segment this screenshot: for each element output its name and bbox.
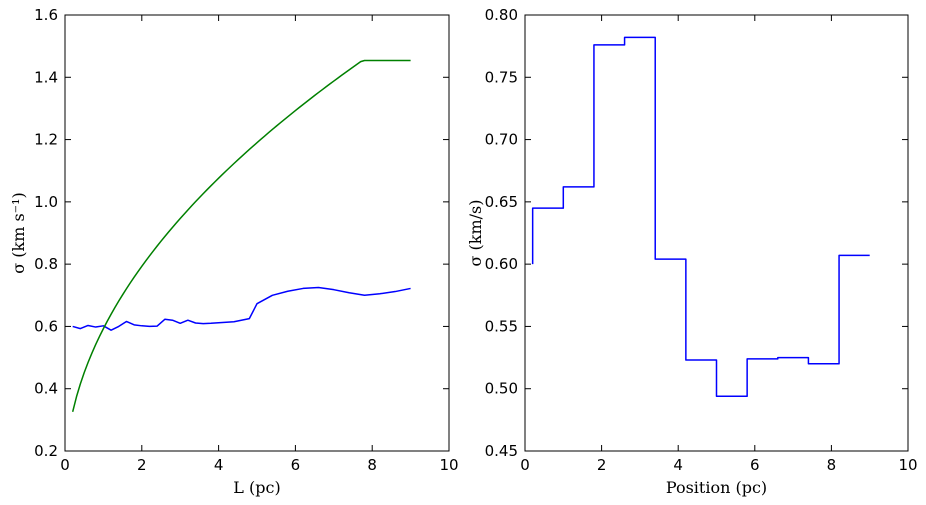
left-y-tick-label: 1.6 <box>34 6 58 24</box>
right-x-tick-label: 4 <box>673 456 683 474</box>
right-y-tick-label: 0.70 <box>485 131 518 149</box>
right-plot-frame <box>524 14 909 452</box>
left-y-axis-label: σ (km s⁻¹) <box>9 192 28 274</box>
left-x-tick-label: 2 <box>137 456 147 474</box>
right-y-tick-label: 0.45 <box>485 442 518 460</box>
left-y-tick-label: 1.4 <box>34 68 58 86</box>
right-x-tick-label: 8 <box>827 456 837 474</box>
left-plot-lines <box>71 59 411 412</box>
left-ticks: 0 2 4 6 8 10 0.2 0.4 0.6 0.8 1.0 1.2 1.4 1.6 <box>34 6 458 474</box>
right-ticks: 0 2 4 6 8 10 0.45 0.50 0.55 0.60 0.65 0.70 0.75 0.80 <box>485 6 918 474</box>
left-x-tick-label: 8 <box>367 456 377 474</box>
left-plot-frame <box>64 14 450 452</box>
left-series-blue-line <box>72 286 411 331</box>
right-y-tick-label: 0.80 <box>485 6 518 24</box>
right-series-blue-line <box>531 36 870 397</box>
right-y-tick-label: 0.75 <box>485 68 518 86</box>
left-x-axis-label: L (pc) <box>233 478 280 497</box>
right-x-tick-label: 10 <box>898 456 917 474</box>
left-series-green-line <box>71 59 411 412</box>
left-y-tick-label: 0.2 <box>34 442 58 460</box>
right-y-tick-label: 0.50 <box>485 380 518 398</box>
right-y-tick-label: 0.65 <box>485 193 518 211</box>
left-chart: 0 2 4 6 8 10 0.2 0.4 0.6 0.8 1.0 1.2 1.4 1.6 L (pc) σ… <box>9 6 459 497</box>
right-y-tick-label: 0.60 <box>485 255 518 273</box>
left-y-tick-label: 0.6 <box>34 317 58 335</box>
right-y-axis-label: σ (km/s) <box>466 200 485 267</box>
right-x-tick-label: 6 <box>750 456 760 474</box>
right-x-axis-label: Position (pc) <box>666 478 767 497</box>
right-chart: 0 2 4 6 8 100.450.500.550.600.650.700.750.80 … <box>466 6 918 497</box>
right-x-tick-label: 0 <box>520 456 530 474</box>
right-y-tick-label: 0.55 <box>485 317 518 335</box>
left-x-tick-label: 0 <box>60 456 70 474</box>
left-x-tick-label: 4 <box>214 456 224 474</box>
left-y-tick-label: 1.0 <box>34 193 58 211</box>
right-x-tick-label: 2 <box>597 456 607 474</box>
left-x-tick-label: 10 <box>439 456 458 474</box>
left-y-tick-label: 1.2 <box>34 131 58 149</box>
left-y-tick-label: 0.4 <box>34 380 58 398</box>
right-plot-lines <box>531 36 870 397</box>
left-x-tick-label: 6 <box>291 456 301 474</box>
left-y-tick-label: 0.8 <box>34 255 58 273</box>
